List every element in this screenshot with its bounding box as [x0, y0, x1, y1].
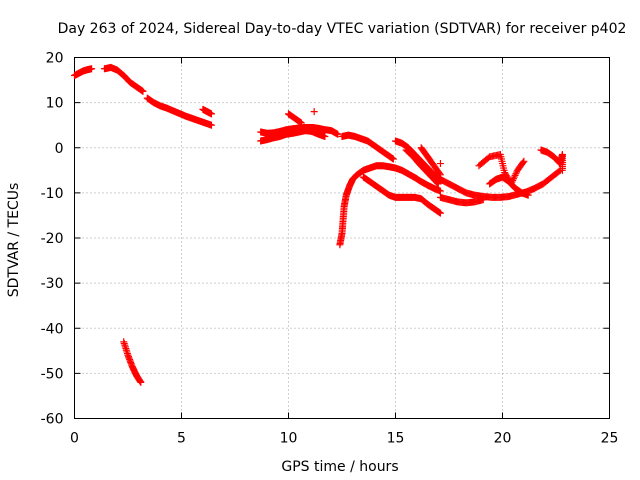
series-arc-low	[120, 338, 145, 386]
series-arc-3	[257, 123, 342, 138]
tick-layer	[74, 57, 610, 419]
y-axis-label: SDTVAR / TECUs	[6, 183, 22, 298]
data-point	[558, 166, 566, 174]
series-arc-2b	[199, 105, 215, 118]
series-arc-11	[475, 151, 528, 188]
data-point	[207, 121, 215, 129]
data-point	[436, 187, 444, 195]
data-point	[509, 175, 517, 183]
data-point	[139, 87, 147, 95]
data-point	[334, 130, 342, 138]
y-tick-label: -10	[41, 186, 64, 202]
data-point	[433, 179, 441, 187]
x-tick-label: 25	[601, 431, 619, 447]
data-point	[436, 170, 444, 178]
chart-title: Day 263 of 2024, Sidereal Day-to-day VTE…	[58, 21, 627, 37]
x-tick-label: 15	[387, 431, 405, 447]
data-point	[88, 65, 96, 73]
data-point	[389, 155, 397, 163]
series-arc-10	[436, 193, 487, 207]
y-tick-label: 10	[46, 96, 64, 112]
series-arc-12	[486, 173, 532, 199]
points-layer	[71, 63, 566, 386]
x-tick-label: 0	[70, 431, 79, 447]
data-point	[436, 160, 444, 168]
data-point	[479, 196, 487, 204]
y-tick-label: -30	[41, 276, 64, 292]
grid-layer	[74, 57, 610, 419]
y-tick-label: -20	[41, 231, 64, 247]
series-arc-8	[417, 144, 444, 179]
series-arc-2	[143, 94, 215, 129]
series-arc-3c	[285, 110, 305, 127]
data-point	[321, 132, 329, 140]
series-arc-7b	[402, 146, 442, 188]
data-point	[434, 180, 442, 188]
series-arc-9	[436, 166, 564, 201]
x-tick-label: 20	[494, 431, 512, 447]
data-point	[207, 110, 215, 118]
data-point	[297, 119, 305, 127]
y-tick-label: 20	[46, 51, 64, 67]
y-tick-label: -50	[41, 366, 64, 382]
series-arc-4	[338, 131, 397, 163]
series-arc-6	[359, 173, 444, 217]
series-arc-1	[100, 63, 147, 95]
series-arc-5	[336, 162, 444, 249]
data-point	[436, 209, 444, 217]
series-arc-3b	[257, 127, 329, 145]
tick-label-layer: 0 5 10 15 20 25 20 10 0 -10 -20 -30 -40 -50 -60	[41, 51, 619, 447]
data-point	[511, 171, 519, 179]
data-point	[519, 158, 527, 166]
series-arc-3d	[310, 108, 318, 116]
y-tick-label: 0	[55, 141, 64, 157]
y-tick-label: -40	[41, 321, 64, 337]
data-point	[310, 108, 318, 116]
x-tick-label: 10	[280, 431, 298, 447]
series-arc-early	[71, 65, 96, 80]
x-tick-label: 5	[177, 431, 186, 447]
x-axis-label: GPS time / hours	[281, 459, 398, 475]
series-arc-13	[537, 146, 566, 174]
data-point	[137, 378, 145, 386]
data-point	[510, 173, 518, 181]
data-point	[520, 157, 528, 165]
data-point	[524, 191, 532, 199]
y-tick-label: -60	[41, 412, 64, 428]
data-point	[512, 170, 520, 178]
series-arc-8b	[436, 160, 444, 168]
data-point	[433, 178, 441, 186]
